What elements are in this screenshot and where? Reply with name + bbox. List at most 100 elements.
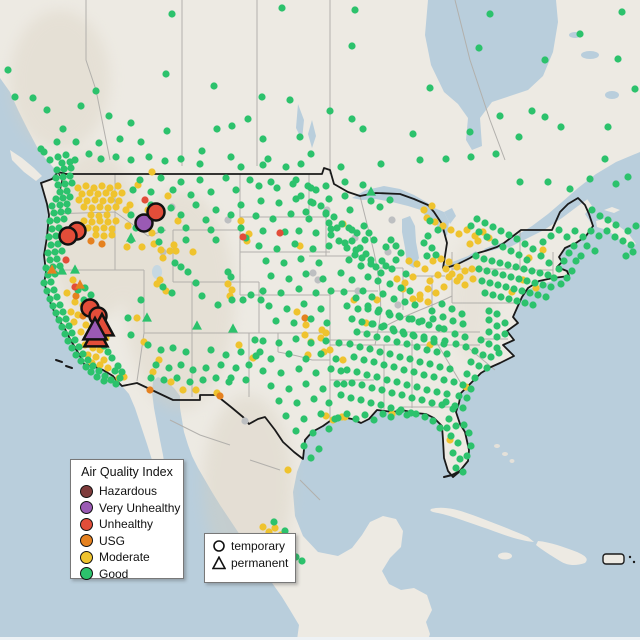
station-dot-good bbox=[410, 332, 418, 340]
station-dot-good bbox=[452, 422, 460, 430]
station-dot-good bbox=[244, 115, 252, 123]
legend-item-label: Moderate bbox=[99, 550, 150, 565]
station-dot-good bbox=[333, 224, 341, 232]
legend-item-hazardous: Hazardous bbox=[71, 483, 183, 500]
station-dot-good bbox=[518, 287, 526, 295]
station-dot-good bbox=[376, 203, 384, 211]
station-dot-good bbox=[207, 346, 215, 354]
station-dot-good bbox=[348, 42, 356, 50]
station-dot-good bbox=[563, 233, 571, 241]
station-dot-good bbox=[501, 319, 509, 327]
station-dot-good bbox=[259, 287, 267, 295]
station-dot-good bbox=[50, 286, 58, 294]
station-dot-good bbox=[47, 241, 55, 249]
station-dot-moderate bbox=[429, 257, 437, 265]
large-circle-marker-very_unhealthy bbox=[134, 213, 154, 233]
station-dot-good bbox=[493, 322, 501, 330]
station-dot-good bbox=[386, 196, 394, 204]
station-dot-good bbox=[415, 318, 423, 326]
station-dot-good bbox=[127, 211, 135, 219]
station-dot-good bbox=[296, 133, 304, 141]
station-dot-good bbox=[443, 424, 451, 432]
station-dot-good bbox=[536, 269, 544, 277]
station-dot-moderate bbox=[224, 280, 232, 288]
station-dot-good bbox=[55, 316, 63, 324]
station-dot-good bbox=[611, 233, 619, 241]
station-dot-moderate bbox=[440, 283, 448, 291]
station-dot-good bbox=[227, 211, 235, 219]
station-dot-moderate bbox=[133, 314, 141, 322]
station-dot-good bbox=[312, 229, 320, 237]
station-dot-good bbox=[459, 381, 467, 389]
station-dot-good bbox=[202, 216, 210, 224]
station-dot-good bbox=[292, 427, 300, 435]
station-triangle-good bbox=[228, 323, 238, 333]
station-dot-good bbox=[327, 231, 335, 239]
station-dot-good bbox=[312, 369, 320, 377]
station-dot-good bbox=[452, 464, 460, 472]
station-dot-good bbox=[434, 226, 442, 234]
station-dot-moderate bbox=[448, 270, 456, 278]
station-dot-good bbox=[111, 367, 119, 375]
jamaica bbox=[498, 552, 512, 560]
station-dot-good bbox=[393, 378, 401, 386]
station-dot-moderate bbox=[284, 466, 292, 474]
station-dot-good bbox=[259, 367, 267, 375]
station-dot-good bbox=[367, 197, 375, 205]
station-dot-good bbox=[442, 398, 450, 406]
station-dot-good bbox=[325, 242, 333, 250]
station-dot-good bbox=[513, 235, 521, 243]
station-dot-moderate bbox=[106, 184, 114, 192]
legend-item-temporary: temporary bbox=[205, 537, 295, 554]
station-dot-good bbox=[54, 240, 62, 248]
station-dot-good bbox=[494, 281, 502, 289]
station-dot-good bbox=[163, 127, 171, 135]
station-dot-good bbox=[56, 188, 64, 196]
station-dot-good bbox=[95, 367, 103, 375]
station-dot-good bbox=[423, 386, 431, 394]
station-dot-good bbox=[312, 186, 320, 194]
station-dot-moderate bbox=[170, 241, 178, 249]
station-dot-good bbox=[440, 376, 448, 384]
station-dot-good bbox=[526, 289, 534, 297]
station-dot-good bbox=[366, 345, 374, 353]
station-dot-good bbox=[182, 236, 190, 244]
station-dot-good bbox=[515, 275, 523, 283]
station-dot-good bbox=[413, 343, 421, 351]
station-dot-moderate bbox=[442, 265, 450, 273]
station-dot-good bbox=[252, 352, 260, 360]
station-dot-good bbox=[365, 229, 373, 237]
station-dot-moderate bbox=[326, 346, 334, 354]
station-dot-good bbox=[343, 366, 351, 374]
station-dot-good bbox=[192, 201, 200, 209]
station-dot-good bbox=[473, 215, 481, 223]
station-dot-good bbox=[523, 256, 531, 264]
station-dot-moderate bbox=[461, 281, 469, 289]
station-dot-good bbox=[63, 200, 71, 208]
station-dot-good bbox=[335, 237, 343, 245]
very_unhealthy-swatch-icon bbox=[80, 501, 93, 515]
station-dot-good bbox=[446, 365, 454, 373]
station-dot-good bbox=[493, 333, 501, 341]
aqi-legend-title: Air Quality Index bbox=[81, 465, 173, 479]
station-triangle-good bbox=[366, 186, 376, 196]
legend-item-very_unhealthy: Very Unhealthy bbox=[71, 500, 183, 517]
station-dot-good bbox=[267, 178, 275, 186]
station-dot-good bbox=[68, 344, 76, 352]
station-dot-good bbox=[390, 327, 398, 335]
station-dot-good bbox=[265, 302, 273, 310]
station-dot-good bbox=[388, 265, 396, 273]
station-dot-good bbox=[59, 125, 67, 133]
station-dot-good bbox=[292, 335, 300, 343]
station-dot-moderate bbox=[420, 206, 428, 214]
station-dot-good bbox=[619, 237, 627, 245]
station-dot-good bbox=[72, 138, 80, 146]
station-dot-good bbox=[346, 206, 354, 214]
station-dot-good bbox=[481, 219, 489, 227]
station-dot-good bbox=[541, 56, 549, 64]
station-dot-good bbox=[436, 363, 444, 371]
station-dot-good bbox=[160, 376, 168, 384]
station-dot-moderate bbox=[87, 211, 95, 219]
station-dot-good bbox=[298, 557, 306, 565]
